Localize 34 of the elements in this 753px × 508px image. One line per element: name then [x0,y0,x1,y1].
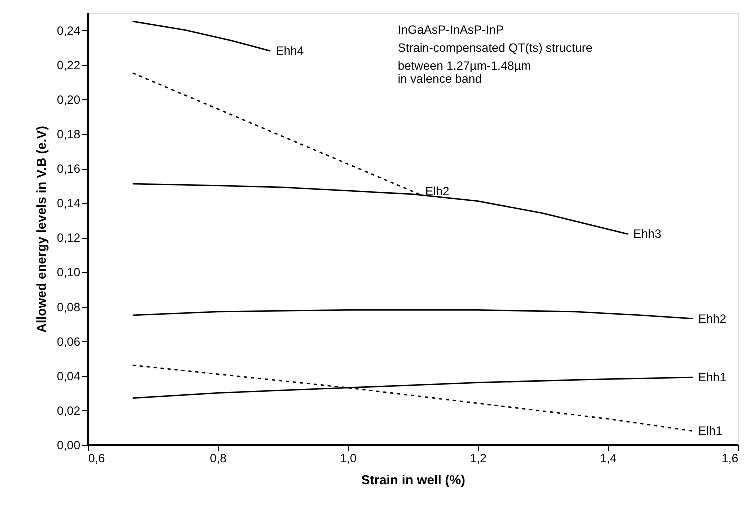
y-tick-label: 0,02 [57,404,81,418]
y-tick-label: 0,22 [57,58,81,72]
y-tick-label: 0,18 [57,127,81,142]
x-tick-label: 1,4 [600,452,618,466]
line-series [132,20,271,52]
series-label: Elh2 [426,184,450,198]
y-tick-label: 0,20 [57,92,81,107]
series-label: Elh1 [698,424,723,438]
x-tick-label: 1,6 [722,452,739,466]
series-label: Ehh4 [276,44,304,58]
y-tick-label: 0,04 [57,369,81,384]
y-tick-label: 0,16 [57,162,81,176]
y-tick-label: 0,08 [57,300,81,314]
y-tick-label: 0,12 [57,231,81,246]
x-tick-label: 0,6 [88,452,106,466]
y-axis-title: Allowed energy levels in V.B (e.V) [34,126,50,333]
line-series [132,310,694,320]
y-tick-label: 0,14 [57,196,81,211]
series-label: Ehh3 [634,227,662,242]
x-tick-label: 1,0 [340,452,358,466]
y-tick-label: 0,10 [57,266,81,280]
annotation: InGaAsP-InAsP-InP [398,23,504,37]
series-label: Ehh2 [698,312,727,326]
annotation: between 1.27µm-1.48µm [398,59,532,73]
x-axis-title: Strain in well (%) [361,472,466,488]
line-series [132,364,694,432]
y-tick-label: 0,24 [57,24,81,38]
series-label: Ehh1 [698,370,727,385]
x-tick-label: 1,2 [470,452,488,466]
y-tick-label: 0,00 [57,438,81,452]
annotation: Strain-compensated QT(ts) structure [398,41,594,55]
y-tick-label: 0,06 [57,334,81,349]
annotation: in valence band [398,72,482,86]
x-tick-label: 0,8 [210,452,228,466]
